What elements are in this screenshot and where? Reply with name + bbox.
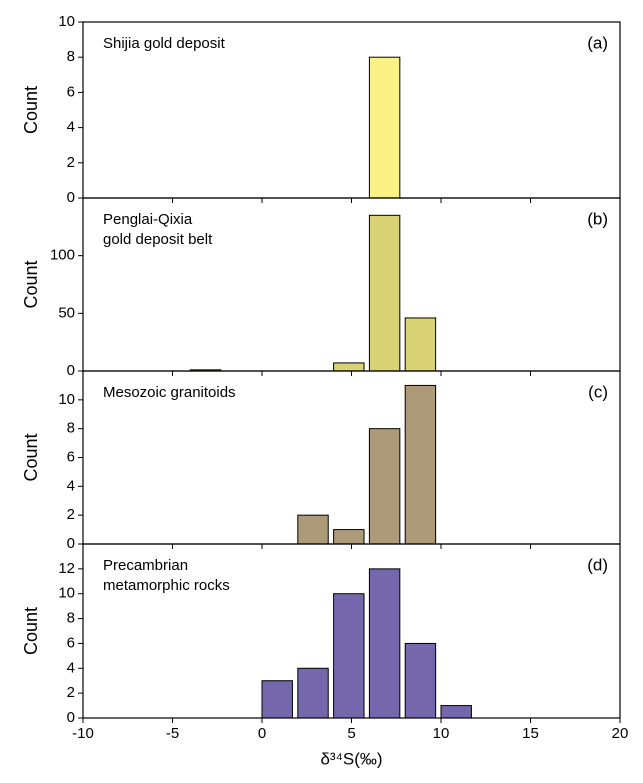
y-tick-label: 10 [58,585,75,602]
y-tick-label: 0 [67,535,75,552]
y-tick-label: 4 [67,659,75,676]
x-tick-label: -10 [72,725,94,742]
y-tick-label: 6 [67,83,75,100]
y-tick-label: 6 [67,448,75,465]
x-tick-label: 15 [522,725,539,742]
annotation: metamorphic rocks [103,577,230,594]
panel-label: (d) [587,555,608,574]
annotation: Shijia gold deposit [103,35,226,52]
x-tick-label: 10 [433,725,450,742]
y-tick-label: 4 [67,119,75,136]
annotation: Penglai-Qixia [103,211,193,228]
bar [404,317,437,372]
bar [368,56,401,199]
y-tick-label: 0 [67,189,75,206]
y-tick-label: 12 [58,560,75,577]
y-tick-label: 8 [67,420,75,437]
bar [297,667,329,719]
x-tick-label: 0 [258,725,266,742]
bar [404,384,437,545]
x-tick-label: 20 [612,725,629,742]
bar [333,529,365,545]
y-tick-label: 2 [67,684,75,701]
panel-label: (c) [588,382,608,401]
bar [297,514,329,545]
y-tick-label: 8 [67,48,75,65]
bar [333,593,365,719]
bar [333,362,365,372]
bar [368,214,401,372]
x-axis-label: δ³⁴S(‰) [320,749,382,768]
y-tick-label: 10 [58,13,75,30]
y-tick-label: 0 [67,362,75,379]
bar [368,428,401,545]
bar [404,642,437,719]
annotation: Precambrian [103,557,188,574]
bar [440,705,472,719]
bar [261,680,293,719]
bar [368,568,401,719]
y-tick-label: 4 [67,477,75,494]
y-tick-label: 10 [58,391,75,408]
y-tick-label: 8 [67,610,75,627]
y-axis-label: Count [21,433,41,481]
x-tick-label: 5 [347,725,355,742]
y-tick-label: 0 [67,709,75,726]
y-axis-label: Count [21,607,41,655]
y-tick-label: 2 [67,154,75,171]
y-axis-label: Count [21,260,41,308]
panel-label: (b) [587,209,608,228]
y-tick-label: 50 [58,304,75,321]
annotation: Mesozoic granitoids [103,384,236,401]
x-tick-label: -5 [166,725,179,742]
panel-label: (a) [587,33,608,52]
y-tick-label: 100 [50,247,75,264]
y-tick-label: 2 [67,506,75,523]
y-tick-label: 6 [67,634,75,651]
annotation: gold deposit belt [103,231,213,248]
y-axis-label: Count [21,86,41,134]
